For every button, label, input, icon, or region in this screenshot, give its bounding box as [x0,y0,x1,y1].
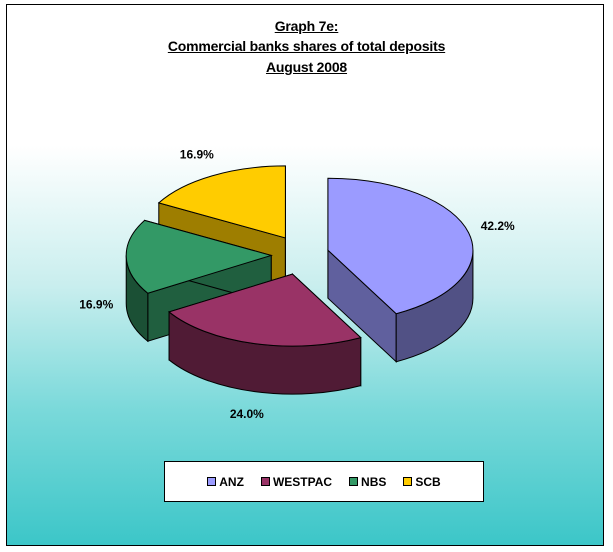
legend-label-scb: SCB [415,474,441,489]
data-label-nbs: 16.9% [79,298,113,312]
legend-swatch-scb [403,477,413,486]
data-label-westpac: 24.0% [230,407,264,421]
chart-title-line-3: August 2008 [265,59,348,75]
legend-label-anz: ANZ [219,474,244,489]
legend-label-westpac: WESTPAC [272,474,333,489]
data-label-anz: 42.2% [481,219,515,233]
data-label-scb: 16.9% [180,147,214,161]
slice-scb [157,165,286,239]
legend-entry-scb: SCB [403,474,441,489]
chart-title-line-1: Graph 7e: [274,18,339,34]
legend-entry-anz: ANZ [207,475,244,489]
chart-area [6,4,604,546]
chart-title-line-2: Commercial banks shares of total deposit… [167,38,446,54]
slice-nbs [125,219,273,294]
legend-entry-nbs: NBS [349,475,386,489]
legend-swatch-anz [207,477,217,486]
legend-label-nbs: NBS [361,474,387,489]
legend: ANZ WESTPAC NBS SCB [164,461,484,502]
legend-swatch-westpac [260,477,270,486]
legend-swatch-nbs [349,477,359,486]
legend-entry-westpac: WESTPAC [260,474,333,489]
slice-anz [327,177,474,315]
slice-westpac [168,273,362,347]
